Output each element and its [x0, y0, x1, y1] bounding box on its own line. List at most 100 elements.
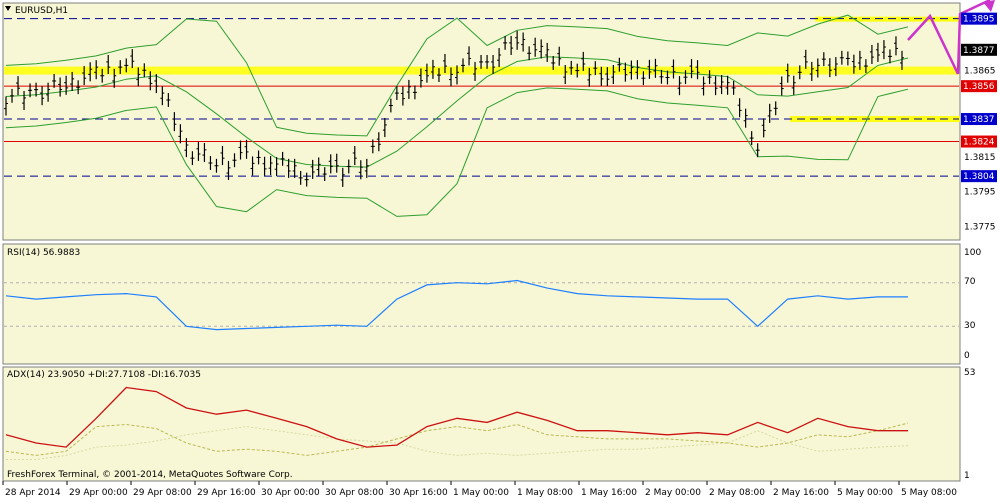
ohlc-bar [262, 156, 267, 176]
ohlc-bar [442, 53, 447, 73]
time-label-8: 1 May 08:00 [517, 488, 573, 498]
ohlc-bar [779, 76, 784, 96]
di-minus-line [6, 426, 909, 460]
time-label-11: 2 May 08:00 [709, 488, 765, 498]
forecast-arrow-path [907, 13, 960, 75]
ohlc-bar [539, 39, 544, 59]
adx-label: ADX(14) 23.9050 +DI:27.7108 -DI:16.7035 [7, 370, 201, 380]
ohlc-bar [869, 44, 874, 64]
adx-pane[interactable] [2, 366, 961, 482]
ohlc-bar [725, 75, 730, 95]
ohlc-bar [124, 58, 129, 73]
ohlc-bar [773, 101, 778, 116]
ohlc-bar [232, 153, 237, 168]
ohlc-bar [16, 76, 21, 96]
ohlc-bar [196, 141, 201, 161]
ohlc-bar [635, 60, 640, 80]
ohlc-bar [551, 56, 556, 70]
ohlc-bar [629, 60, 634, 80]
ohlc-bar [190, 151, 195, 166]
time-label-14: 5 May 08:00 [901, 488, 957, 498]
ohlc-bar [485, 55, 490, 69]
ohlc-bar [569, 60, 574, 75]
ohlc-bar [4, 96, 8, 116]
ohlc-bar [268, 156, 273, 176]
ohlc-bar [707, 70, 712, 85]
ohlc-bar [791, 75, 796, 95]
ohlc-bar [527, 46, 532, 61]
ohlc-bar [659, 69, 664, 84]
time-label-7: 1 May 00:00 [453, 488, 509, 498]
ohlc-bar [142, 63, 147, 78]
di-plus-line [5, 422, 909, 456]
ohlc-bar [346, 159, 351, 174]
ohlc-bar [238, 140, 243, 160]
adx-main-line [5, 386, 908, 448]
rsi-label: RSI(14) 56.9883 [7, 248, 80, 258]
ohlc-bar [455, 65, 459, 85]
ohlc-bar [683, 70, 688, 85]
ohlc-bar [563, 65, 568, 85]
time-axis: 28 Apr 2014 29 Apr 00:00 29 Apr 08:00 29 Ap… [2, 481, 957, 498]
ohlc-bar [448, 67, 453, 87]
resistance-band-top [815, 16, 960, 22]
ohlc-bar [40, 86, 45, 106]
ohlc-bar [665, 70, 670, 85]
ohlc-bar [412, 85, 417, 100]
forecast-arrow-up [956, 0, 991, 75]
ohlc-bar [274, 157, 279, 177]
ohlc-bar [376, 132, 381, 152]
ohlc-bar [623, 62, 628, 82]
ohlc-bar [833, 57, 838, 77]
ohlc-bar [557, 46, 562, 66]
ohlc-bar [755, 143, 760, 158]
ohlc-bar [382, 118, 387, 138]
ohlc-bar [713, 76, 718, 96]
time-label-1: 29 Apr 00:00 [69, 488, 128, 498]
ohlc-bar [641, 71, 646, 86]
price-flag-label-4: 1.3837 [963, 115, 995, 125]
symbol-label: EURUSD,H1 [15, 6, 68, 16]
ohlc-bar [94, 60, 99, 80]
ohlc-bar [461, 58, 466, 73]
dropdown-triangle-icon[interactable] [5, 6, 11, 11]
rsi-pane[interactable] [2, 243, 961, 365]
ohlc-bar [220, 146, 225, 166]
ohlc-bar [178, 124, 183, 144]
ohlc-bar [388, 98, 393, 113]
rsi-line [5, 279, 908, 331]
ohlc-bar [737, 98, 742, 118]
bollinger-upper [5, 14, 909, 137]
ohlc-bar [10, 88, 15, 103]
ohlc-bar [671, 59, 676, 79]
ohlc-bar [857, 50, 862, 70]
ohlc-bar [479, 55, 484, 69]
ohlc-bar [418, 68, 423, 88]
ohlc-bar [815, 58, 820, 78]
ohlc-bar [533, 37, 538, 57]
ohlc-bar [785, 63, 790, 83]
price-label-2: 1.3865 [964, 67, 996, 77]
ohlc-bar [509, 35, 514, 55]
price-flag-7 [961, 170, 997, 183]
ohlc-bar [701, 76, 706, 96]
ohlc-bar [851, 54, 856, 74]
ohlc-bar [821, 52, 826, 67]
price-flag-0 [961, 12, 997, 25]
ohlc-bar [767, 103, 772, 123]
ohlc-bar [575, 63, 580, 78]
rsi-level-70: 70 [964, 277, 976, 287]
time-label-0: 28 Apr 2014 [5, 488, 61, 498]
ohlc-bar [695, 60, 700, 80]
adx-level-53: 53 [964, 368, 975, 378]
ohlc-bar [280, 151, 285, 166]
ohlc-bar [881, 40, 886, 60]
ohlc-bar [581, 51, 586, 71]
time-label-12: 2 May 16:00 [773, 488, 829, 498]
ohlc-bar [70, 71, 75, 91]
ohlc-bar [244, 139, 249, 159]
ohlc-bar [515, 30, 520, 50]
ohlc-bar [34, 82, 39, 97]
ohlc-bar [653, 58, 658, 78]
